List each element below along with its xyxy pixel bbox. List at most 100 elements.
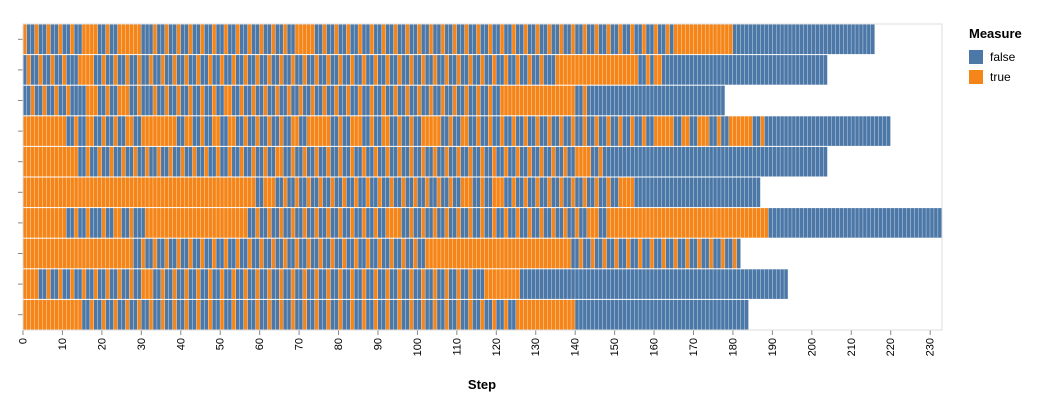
heatmap-cell xyxy=(729,208,733,238)
heatmap-cell xyxy=(101,146,106,177)
heatmap-cell xyxy=(129,85,134,116)
heatmap-cell xyxy=(590,116,595,146)
heatmap-cell xyxy=(626,269,631,299)
heatmap-cell xyxy=(658,116,662,146)
heatmap-cell xyxy=(129,299,134,330)
heatmap-cell xyxy=(121,24,126,55)
heatmap-cell xyxy=(374,85,378,116)
heatmap-cell xyxy=(788,55,792,85)
heatmap-cell xyxy=(488,24,493,55)
heatmap-cell xyxy=(125,55,130,85)
heatmap-cell xyxy=(401,116,406,146)
heatmap-cell xyxy=(216,24,220,55)
heatmap-cell xyxy=(161,85,165,116)
heatmap-cell xyxy=(638,299,642,330)
heatmap-cell xyxy=(855,116,859,146)
heatmap-cell xyxy=(847,116,851,146)
heatmap-cell xyxy=(137,55,141,85)
heatmap-cell xyxy=(318,85,323,116)
heatmap-cell xyxy=(504,208,508,238)
heatmap-cell xyxy=(571,177,575,208)
heatmap-cell xyxy=(232,177,236,208)
heatmap-cell xyxy=(448,116,453,146)
heatmap-cell xyxy=(650,146,654,177)
heatmap-cell xyxy=(137,116,141,146)
heatmap-cell xyxy=(669,116,674,146)
heatmap-cell xyxy=(232,24,236,55)
heatmap-cell xyxy=(535,299,540,330)
heatmap-cell xyxy=(153,238,157,269)
heatmap-cell xyxy=(346,85,351,116)
x-tick-label: 10 xyxy=(57,338,69,350)
heatmap-cell xyxy=(38,116,43,146)
heatmap-cell xyxy=(405,299,410,330)
heatmap-cell xyxy=(117,116,122,146)
heatmap-cell xyxy=(780,24,784,55)
heatmap-cell xyxy=(673,146,678,177)
heatmap-cell xyxy=(295,299,299,330)
heatmap-cell xyxy=(551,24,556,55)
heatmap-cell xyxy=(614,24,619,55)
heatmap-cell xyxy=(598,146,603,177)
heatmap-cell xyxy=(642,299,646,330)
heatmap-cell xyxy=(638,238,642,269)
heatmap-cell xyxy=(626,85,631,116)
heatmap-cell xyxy=(748,55,753,85)
heatmap-cell xyxy=(34,24,39,55)
heatmap-cell xyxy=(74,24,78,55)
heatmap-cell xyxy=(788,146,792,177)
heatmap-cell xyxy=(381,177,386,208)
heatmap-cell xyxy=(859,116,863,146)
heatmap-cell xyxy=(283,85,287,116)
heatmap-cell xyxy=(97,24,102,55)
heatmap-cell xyxy=(275,208,280,238)
heatmap-cell xyxy=(555,146,560,177)
heatmap-cell xyxy=(283,116,287,146)
heatmap-cell xyxy=(693,238,698,269)
heatmap-cell xyxy=(157,116,161,146)
heatmap-cell xyxy=(492,269,496,299)
heatmap-cell xyxy=(161,269,165,299)
heatmap-cell xyxy=(145,208,149,238)
heatmap-cell xyxy=(488,238,493,269)
heatmap-cell xyxy=(366,55,370,85)
heatmap-cell xyxy=(610,299,615,330)
heatmap-cell xyxy=(164,24,169,55)
heatmap-cell xyxy=(646,55,650,85)
heatmap-cell xyxy=(626,55,631,85)
heatmap-cell xyxy=(235,116,240,146)
heatmap-cell xyxy=(551,85,556,116)
heatmap-cell xyxy=(555,269,560,299)
heatmap-cell xyxy=(287,24,291,55)
heatmap-cell xyxy=(164,85,169,116)
heatmap-cell xyxy=(46,238,51,269)
heatmap-cell xyxy=(200,208,205,238)
heatmap-cell xyxy=(638,55,642,85)
heatmap-cell xyxy=(500,55,504,85)
heatmap-cell xyxy=(504,55,508,85)
heatmap-cell xyxy=(401,85,406,116)
heatmap-cell xyxy=(634,269,638,299)
heatmap-cell xyxy=(239,208,244,238)
heatmap-cell xyxy=(460,208,465,238)
heatmap-cell xyxy=(476,55,481,85)
heatmap-cell xyxy=(220,299,224,330)
heatmap-cell xyxy=(291,238,295,269)
heatmap-cell xyxy=(153,55,157,85)
heatmap-cell xyxy=(338,24,343,55)
heatmap-cell xyxy=(508,146,512,177)
heatmap-cell xyxy=(397,269,402,299)
heatmap-cell xyxy=(610,177,615,208)
heatmap-cell xyxy=(693,299,698,330)
heatmap-cell xyxy=(504,269,508,299)
heatmap-cell xyxy=(255,238,260,269)
heatmap-cell xyxy=(551,146,556,177)
heatmap-cell xyxy=(180,177,185,208)
heatmap-cell xyxy=(768,24,773,55)
heatmap-cell xyxy=(468,208,473,238)
heatmap-cell xyxy=(717,299,721,330)
heatmap-cell xyxy=(224,146,228,177)
heatmap-cell xyxy=(243,146,248,177)
heatmap-cell xyxy=(196,208,201,238)
x-tick-label: 60 xyxy=(254,338,266,350)
